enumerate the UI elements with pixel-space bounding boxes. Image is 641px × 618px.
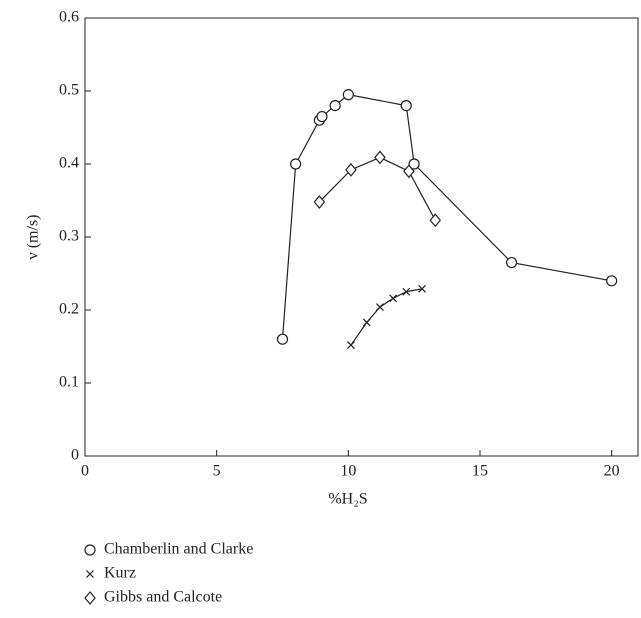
marker (606, 275, 618, 287)
marker (408, 158, 420, 170)
y-tick-label: 0.6 (59, 9, 79, 26)
marker (376, 303, 384, 312)
marker (403, 164, 415, 179)
marker (362, 318, 371, 327)
marker (276, 333, 289, 345)
marker (347, 341, 355, 349)
y-tick-label: 0.3 (59, 228, 79, 245)
x-tick-label: 20 (604, 463, 620, 480)
y-tick-label: 0 (71, 447, 79, 464)
marker (402, 287, 411, 296)
y-tick-label: 0.2 (59, 301, 79, 318)
marker (400, 99, 412, 112)
marker (316, 110, 328, 123)
legend-marker (84, 591, 96, 605)
marker (429, 213, 442, 228)
marker (389, 294, 398, 303)
x-tick-label: 10 (340, 463, 356, 480)
plot-frame (84, 17, 639, 457)
legend-label: Kurz (104, 565, 136, 582)
marker (290, 158, 302, 170)
marker (329, 99, 341, 112)
marker (418, 284, 426, 293)
legend-label: Gibbs and Calcote (104, 589, 222, 606)
y-tick-label: 0.4 (59, 155, 79, 172)
legend-label: Chamberlin and Clarke (104, 541, 253, 558)
marker (313, 195, 326, 209)
marker (374, 150, 386, 165)
marker (506, 256, 518, 269)
series-line (281, 94, 612, 340)
series-line (350, 288, 423, 346)
marker (345, 162, 357, 177)
marker (342, 89, 354, 101)
x-axis-label: %H₂S (328, 491, 367, 508)
y-tick-label: 0.1 (59, 374, 79, 391)
x-tick-label: 0 (81, 463, 89, 480)
y-axis-label: ν (m/s) (25, 214, 42, 259)
legend-marker (86, 570, 94, 578)
legend-marker (84, 544, 96, 556)
x-tick-label: 5 (213, 463, 221, 480)
x-tick-label: 15 (472, 463, 488, 480)
y-tick-label: 0.5 (59, 82, 79, 99)
